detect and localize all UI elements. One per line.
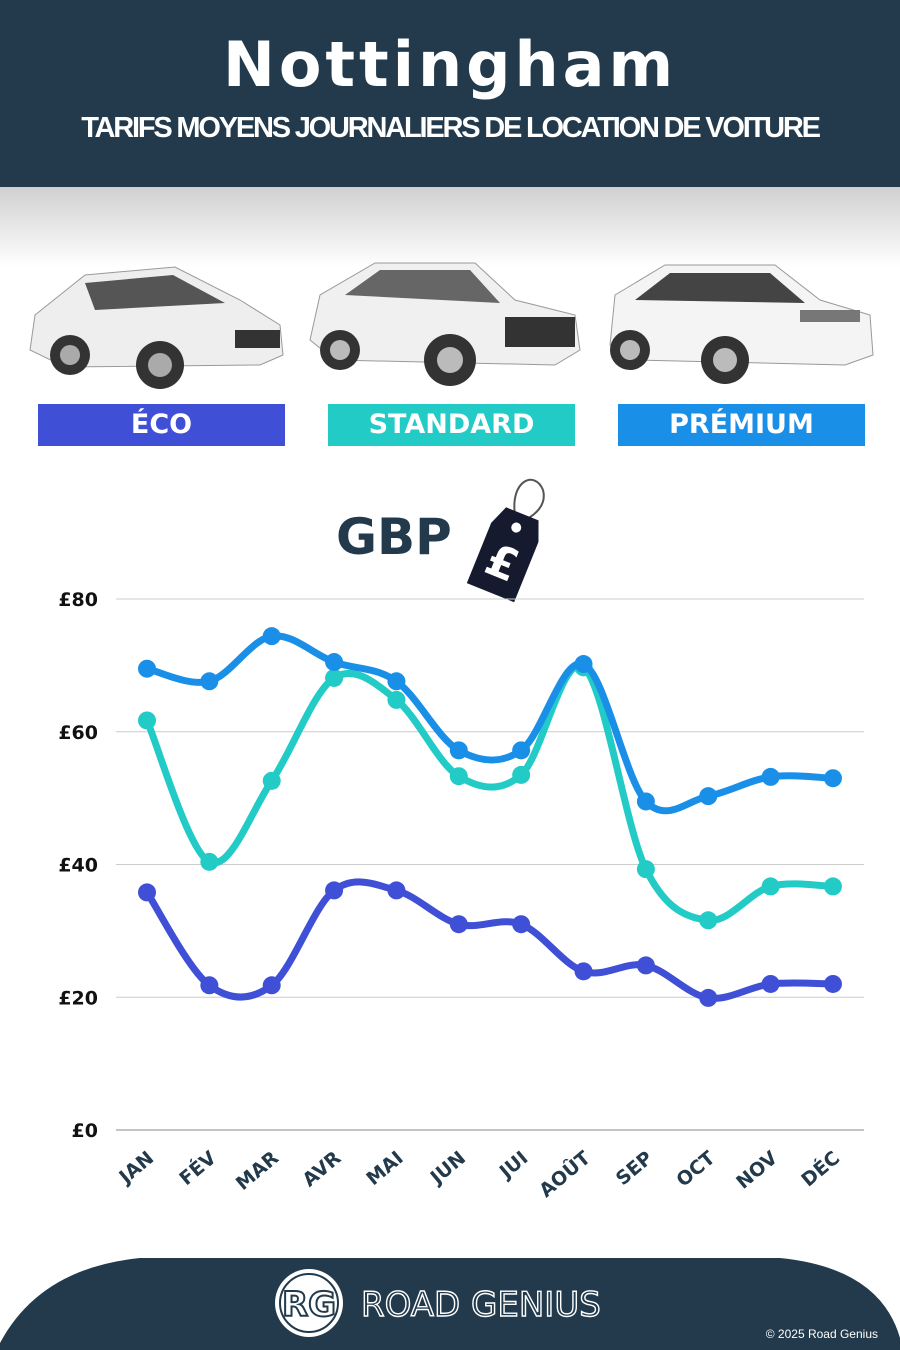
y-tick-label: £0 [72, 1120, 98, 1142]
data-point [761, 877, 780, 896]
y-tick-label: £60 [58, 722, 98, 744]
x-tick-label: NOV [732, 1147, 782, 1194]
footer-logo: RG [282, 1285, 336, 1325]
category-badge-standard: STANDARD [328, 404, 575, 446]
data-point [449, 767, 468, 786]
data-point [823, 974, 842, 993]
data-point [387, 672, 406, 691]
series-line-éco [143, 878, 837, 1002]
series-line-standard [143, 662, 837, 924]
x-tick-label: OCT [672, 1147, 719, 1192]
data-point [200, 852, 219, 871]
line-chart: £0 £20 £40 £60 £80 JAN FÉV MAR AVR MAI JUN JUI AOÛT S… [58, 589, 864, 1202]
x-tick-label: FÉV [175, 1146, 221, 1190]
price-tag-icon: £ [466, 478, 545, 603]
page-title: Nottingham [222, 28, 678, 101]
data-point [200, 976, 219, 995]
data-point [325, 881, 344, 900]
standard-car-image [309, 262, 581, 386]
data-point [699, 787, 718, 806]
data-point [574, 655, 593, 674]
category-badge-premium: PRÉMIUM [618, 404, 865, 446]
data-point [325, 668, 344, 687]
data-point [823, 877, 842, 896]
eco-car-image [29, 266, 284, 389]
x-tick-label: SEP [612, 1147, 657, 1190]
data-point [449, 741, 468, 760]
y-tick-label: £80 [58, 589, 98, 611]
y-tick-label: £20 [58, 987, 98, 1009]
x-tick-label: JUI [494, 1147, 532, 1184]
data-point [761, 767, 780, 786]
data-point [138, 883, 156, 902]
data-point [636, 860, 655, 879]
x-tick-label: DÉC [797, 1146, 844, 1191]
data-point [262, 976, 281, 995]
data-point [262, 627, 281, 646]
premium-car-image [609, 264, 874, 384]
copyright: © 2025 Road Genius [765, 1327, 878, 1341]
data-point [636, 792, 655, 811]
header-shadow [0, 187, 900, 267]
data-point [138, 659, 156, 678]
data-point [200, 672, 219, 691]
data-point [699, 988, 718, 1007]
data-point [262, 771, 281, 790]
footer: RG ROAD GENIUS [0, 1258, 900, 1350]
category-badge-eco: ÉCO [38, 404, 285, 446]
x-tick-label: AVR [298, 1147, 345, 1192]
x-tick-label: MAR [232, 1147, 283, 1195]
data-point [325, 653, 344, 672]
data-point [387, 690, 406, 709]
page-subtitle: TARIFS MOYENS JOURNALIERS DE LOCATION DE… [81, 112, 821, 144]
data-point [512, 741, 531, 760]
y-tick-label: £40 [58, 855, 98, 877]
header: Nottingham TARIFS MOYENS JOURNALIERS DE … [0, 0, 900, 187]
data-point [387, 881, 406, 900]
data-point [449, 915, 468, 934]
currency-label: GBP [336, 508, 452, 566]
x-tick-label: JUN [425, 1147, 470, 1190]
data-point [512, 765, 531, 784]
x-tick-label: JAN [114, 1147, 159, 1189]
data-point [761, 974, 780, 993]
x-tick-label: MAI [362, 1147, 407, 1190]
data-point [699, 911, 718, 930]
data-point [512, 915, 531, 934]
data-point [636, 956, 655, 975]
data-point [823, 769, 842, 788]
data-point [138, 711, 156, 730]
x-tick-label: AOÛT [534, 1145, 595, 1201]
footer-brand: ROAD GENIUS [361, 1285, 601, 1325]
data-point [574, 962, 593, 981]
